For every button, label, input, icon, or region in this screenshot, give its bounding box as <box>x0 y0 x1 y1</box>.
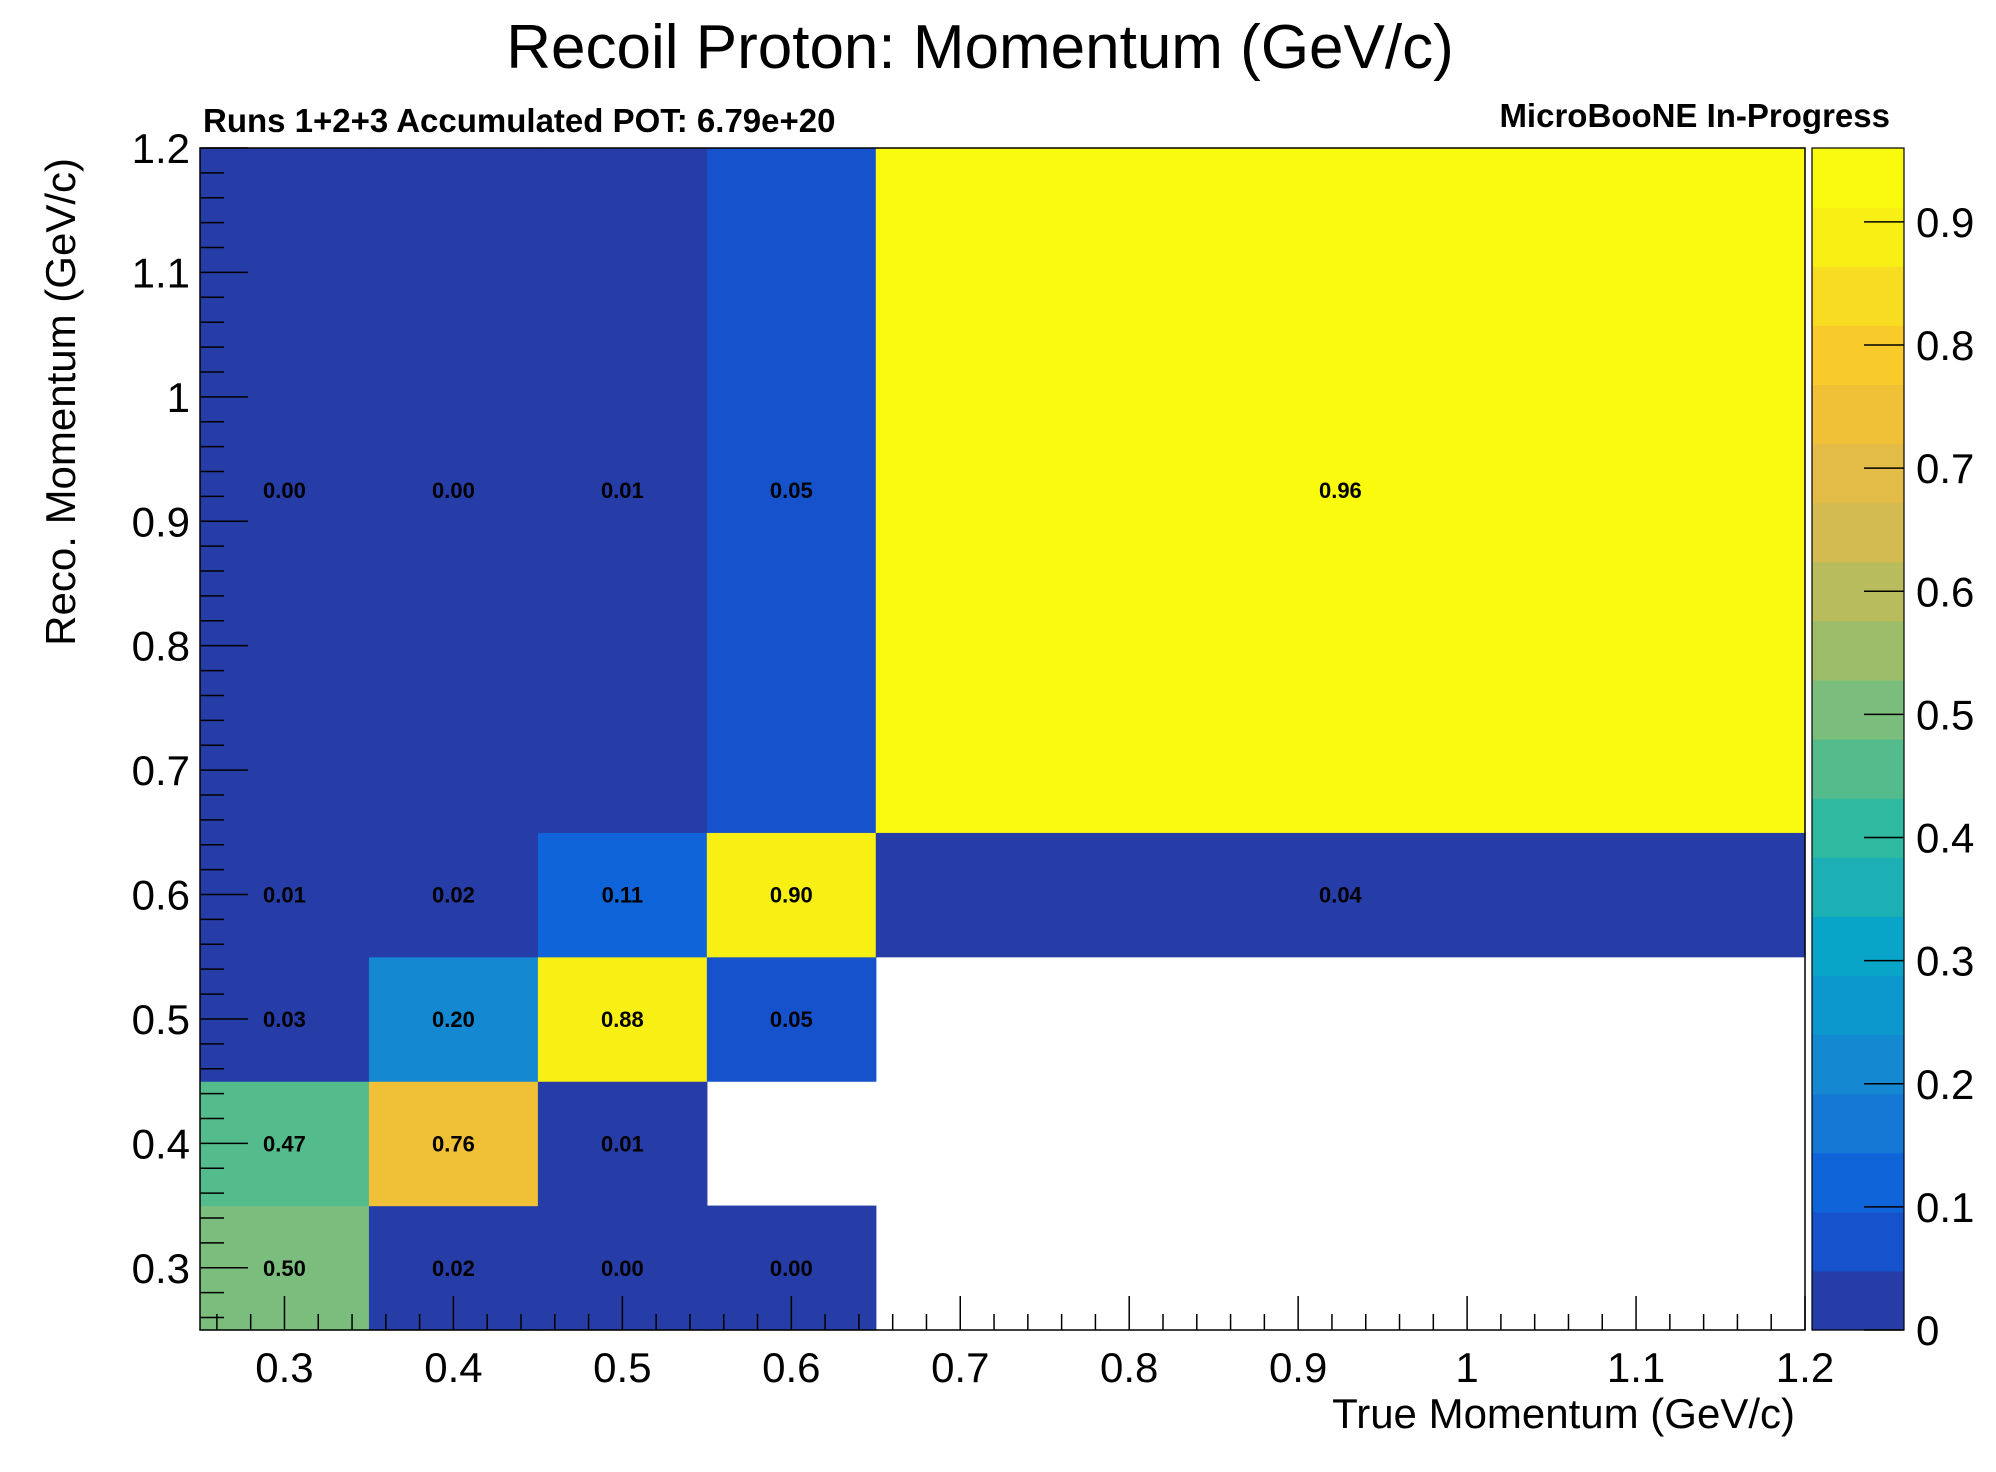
heatmap-cell <box>368 1081 539 1207</box>
colorbar-swatch <box>1812 857 1904 917</box>
colorbar-swatch <box>1812 798 1904 858</box>
cell-value-label: 0.00 <box>601 1256 644 1281</box>
cell-value-label: 0.00 <box>770 1256 813 1281</box>
x-tick-label: 0.5 <box>593 1344 651 1391</box>
colorbar-frame <box>1811 147 1905 1331</box>
colorbar-tick-label: 0.7 <box>1916 445 1974 492</box>
colorbar-tick-label: 0.3 <box>1916 938 1974 985</box>
y-tick-label: 0.5 <box>132 996 190 1043</box>
x-tick-label: 0.8 <box>1100 1344 1158 1391</box>
colorbar-swatch <box>1812 325 1904 385</box>
heatmap-cell <box>368 956 539 1082</box>
cell-value-label: 0.02 <box>432 1256 475 1281</box>
cell-value-label: 0.47 <box>263 1131 306 1156</box>
heatmap-cell <box>706 956 877 1082</box>
heatmap-cell <box>875 832 1806 958</box>
colorbar-swatch <box>1812 502 1904 563</box>
x-tick-label: 0.6 <box>762 1344 820 1391</box>
heatmap-cell <box>875 148 1806 833</box>
x-tick-label: 0.3 <box>255 1344 313 1391</box>
colorbar-tick-label: 0 <box>1916 1307 1939 1354</box>
colorbar-swatch <box>1812 207 1904 267</box>
cell-value-label: 0.50 <box>263 1256 306 1281</box>
heatmap-cell <box>706 832 877 958</box>
heatmap-cell <box>537 956 708 1082</box>
plot-axes: 0.3 0.4 0.5 0.6 0.7 0.8 0.9 1 1.1 1.2 0.3 0.4 0.5 0.6… <box>132 125 1835 1391</box>
y-tick-label: 0.6 <box>132 872 190 919</box>
colorbar-tick-label: 0.6 <box>1916 568 1974 615</box>
colorbar-swatch <box>1812 148 1904 208</box>
colorbar-tick-label: 0.5 <box>1916 691 1974 738</box>
cell-value-label: 0.04 <box>1319 883 1363 908</box>
colorbar-tick-label: 0.9 <box>1916 199 1974 246</box>
colorbar: 0 0.1 0.2 0.3 0.4 0.5 0.6 0.7 0.8 0.9 <box>1811 147 1974 1354</box>
cell-value-label: 0.20 <box>432 1007 475 1032</box>
x-tick-label: 0.9 <box>1269 1344 1327 1391</box>
cell-value-label: 0.00 <box>263 478 306 503</box>
x-tick-label: 1.1 <box>1607 1344 1665 1391</box>
y-tick-label: 0.3 <box>132 1245 190 1292</box>
y-tick-label: 0.8 <box>132 623 190 670</box>
colorbar-swatch <box>1812 1270 1904 1331</box>
plot-frame <box>199 147 1806 1331</box>
colorbar-swatch <box>1812 739 1904 799</box>
chart-title: Recoil Proton: Momentum (GeV/c) <box>506 13 1454 82</box>
colorbar-swatch <box>1812 975 1904 1036</box>
x-tick-label: 0.4 <box>424 1344 482 1391</box>
cell-value-label: 0.05 <box>770 478 813 503</box>
colorbar-swatch <box>1812 1093 1904 1154</box>
cell-value-label: 0.02 <box>432 883 475 908</box>
colorbar-swatch <box>1812 916 1904 976</box>
cell-value-label: 0.11 <box>602 883 644 908</box>
colorbar-swatch <box>1812 266 1904 326</box>
colorbar-tick-label: 0.1 <box>1916 1184 1974 1231</box>
cell-value-label: 0.03 <box>263 1007 306 1032</box>
colorbar-swatch <box>1812 1152 1904 1213</box>
y-axis-label: Reco. Momentum (GeV/c) <box>37 158 84 646</box>
colorbar-tick-label: 0.8 <box>1916 322 1974 369</box>
colorbar-swatch <box>1812 443 1904 504</box>
colorbar-swatch <box>1812 1034 1904 1095</box>
cell-value-label: 0.76 <box>432 1131 475 1156</box>
cell-value-label: 0.01 <box>263 883 306 908</box>
heatmap-cell <box>368 832 539 958</box>
y-tick-label: 0.9 <box>132 498 190 545</box>
cell-value-label: 0.96 <box>1319 478 1362 503</box>
heatmap-cell <box>200 148 370 833</box>
y-tick-label: 1.1 <box>132 249 190 296</box>
y-tick-label: 1 <box>167 374 190 421</box>
x-axis-label: True Momentum (GeV/c) <box>1332 1390 1795 1437</box>
cell-value-label: 0.01 <box>601 1131 644 1156</box>
x-tick-label: 1.2 <box>1776 1344 1834 1391</box>
cell-value-label: 0.05 <box>770 1007 813 1032</box>
y-tick-label: 1.2 <box>132 125 190 172</box>
heatmap-cell <box>368 148 539 833</box>
colorbar-tick-label: 0.2 <box>1916 1061 1974 1108</box>
run-info-label: Runs 1+2+3 Accumulated POT: 6.79e+20 <box>203 102 836 139</box>
heatmap-cell-labels: 0.50 0.02 0.00 0.00 0.47 0.76 0.01 0.03 0.20 0.88… <box>263 478 1363 1281</box>
cell-value-label: 0.00 <box>432 478 475 503</box>
x-tick-label: 1 <box>1455 1344 1478 1391</box>
cell-value-label: 0.90 <box>770 883 813 908</box>
colorbar-swatch <box>1812 1211 1904 1272</box>
heatmap-cell <box>537 1081 708 1207</box>
heatmap-cell <box>537 148 708 833</box>
x-tick-label: 0.7 <box>931 1344 989 1391</box>
heatmap-cell <box>706 148 877 833</box>
y-tick-label: 0.4 <box>132 1120 190 1167</box>
colorbar-tick-label: 0.4 <box>1916 815 1974 862</box>
colorbar-swatch <box>1812 620 1904 681</box>
cell-value-label: 0.88 <box>601 1007 644 1032</box>
y-tick-label: 0.7 <box>132 747 190 794</box>
cell-value-label: 0.01 <box>601 478 644 503</box>
colorbar-swatch <box>1812 384 1904 445</box>
heatmap-cell <box>537 832 708 958</box>
colorbar-swatch <box>1812 679 1904 740</box>
experiment-label: MicroBooNE In-Progress <box>1499 97 1890 134</box>
